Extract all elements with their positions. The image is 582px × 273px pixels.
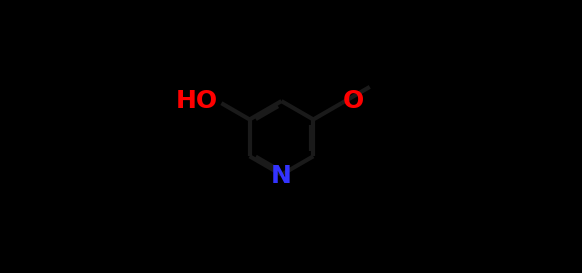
Text: HO: HO [176,89,218,113]
Text: O: O [343,89,364,113]
Text: N: N [271,164,292,188]
